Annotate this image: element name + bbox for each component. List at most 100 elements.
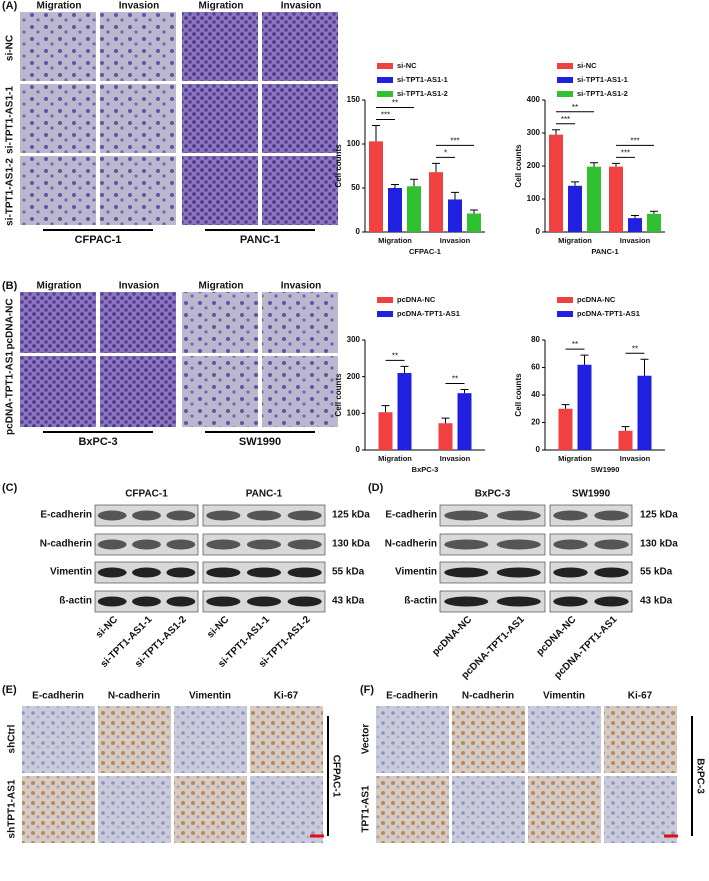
error-bar — [580, 354, 589, 365]
row-label: si-TPT1-AS1-2 — [5, 158, 16, 226]
error-bar — [561, 404, 570, 409]
column-header: Ki-67 — [274, 691, 299, 702]
x-tick-label: Invasion — [620, 454, 651, 463]
bar — [618, 430, 633, 450]
significance-label: *** — [561, 115, 570, 124]
y-tick-label: 300 — [527, 128, 541, 137]
ihc-image — [452, 706, 525, 773]
blot-band — [166, 510, 196, 521]
x-tick-label: Invasion — [620, 236, 651, 245]
significance-label: ** — [632, 344, 638, 353]
blot-band — [444, 510, 489, 521]
micrograph — [182, 356, 258, 427]
column-header: N-cadherin — [108, 691, 160, 702]
size-label: 125 kDa — [332, 510, 370, 521]
bar — [628, 218, 642, 232]
blot-background — [439, 504, 546, 527]
row-label: si-NC — [5, 35, 16, 61]
micrograph — [20, 84, 96, 153]
blot-band — [97, 539, 127, 550]
protein-label: Vimentin — [50, 567, 92, 578]
blot-background — [549, 590, 633, 613]
bar — [397, 373, 412, 450]
bar — [568, 185, 582, 232]
protein-label: ß-actin — [404, 596, 437, 607]
ihc-image — [250, 706, 323, 773]
blot-background — [549, 533, 633, 556]
micrograph — [182, 12, 258, 81]
panel-label: (F) — [360, 684, 374, 696]
y-tick-label: 0 — [536, 445, 541, 454]
error-bar — [400, 365, 409, 373]
size-label: 55 kDa — [640, 567, 673, 578]
y-tick-label: 0 — [536, 227, 541, 236]
micrograph — [100, 292, 176, 353]
error-bar — [640, 358, 649, 376]
row-label: pcDNA-NC — [5, 298, 16, 349]
blot-band — [444, 567, 489, 578]
column-header: Migration — [199, 281, 244, 292]
y-tick-label: 50 — [351, 183, 360, 192]
protein-label: E-cadherin — [385, 510, 437, 521]
blot-background — [439, 590, 546, 613]
x-axis-label: PANC-1 — [591, 247, 618, 256]
x-tick-label: Migration — [558, 454, 592, 463]
group-label: PANC-1 — [246, 489, 283, 500]
ihc-image — [22, 776, 95, 843]
legend-label: pcDNA-NC — [577, 295, 616, 304]
y-tick-label: 100 — [347, 408, 361, 417]
y-axis-label: Cell counts — [334, 144, 343, 188]
bar — [609, 166, 623, 232]
blot-band — [287, 596, 322, 607]
panel-label: (E) — [2, 684, 17, 696]
cell-line-label: PANC-1 — [240, 234, 280, 246]
ihc-image — [528, 706, 601, 773]
error-bar — [460, 389, 469, 394]
blot-band — [246, 510, 282, 521]
micrograph — [262, 356, 338, 427]
blot-band — [132, 510, 161, 521]
bar — [388, 188, 402, 232]
column-header: Migration — [37, 1, 82, 12]
significance-label: ** — [452, 375, 458, 384]
blot-band — [496, 510, 541, 521]
size-label: 125 kDa — [640, 510, 678, 521]
micrograph — [182, 84, 258, 153]
bar — [577, 364, 592, 450]
ihc-image — [528, 776, 601, 843]
blot-band — [97, 596, 127, 607]
bar — [457, 393, 472, 450]
blot-band — [132, 596, 161, 607]
ihc-image — [376, 706, 449, 773]
blot-band — [496, 596, 541, 607]
cell-line-label: BxPC-3 — [694, 758, 705, 794]
micrograph — [100, 356, 176, 427]
ihc-image — [250, 776, 323, 843]
x-tick-label: Invasion — [440, 236, 471, 245]
blot-band — [206, 567, 241, 578]
x-tick-label: Migration — [378, 454, 412, 463]
legend-label: si-TPT1-AS1-2 — [397, 89, 448, 98]
y-axis-label: Cell counts — [514, 144, 523, 188]
bar — [369, 141, 383, 232]
column-header: Invasion — [119, 281, 160, 292]
legend-label: si-TPT1-AS1-1 — [577, 75, 628, 84]
blot-band — [97, 567, 127, 578]
ihc-image — [604, 706, 677, 773]
micrograph — [262, 156, 338, 225]
column-header: E-cadherin — [386, 691, 438, 702]
panel-label: (C) — [2, 482, 18, 494]
legend-swatch — [557, 77, 573, 83]
blot-band — [553, 596, 588, 607]
blot-band — [246, 567, 282, 578]
error-bar — [381, 405, 390, 413]
significance-label: *** — [450, 136, 459, 145]
y-tick-label: 400 — [527, 95, 541, 104]
ihc-image — [174, 706, 247, 773]
size-label: 55 kDa — [332, 567, 365, 578]
protein-label: N-cadherin — [40, 539, 92, 550]
x-axis-label: SW1990 — [591, 465, 620, 474]
x-axis-label: BxPC-3 — [412, 465, 439, 474]
error-bar — [432, 162, 440, 173]
significance-label: * — [444, 148, 447, 157]
